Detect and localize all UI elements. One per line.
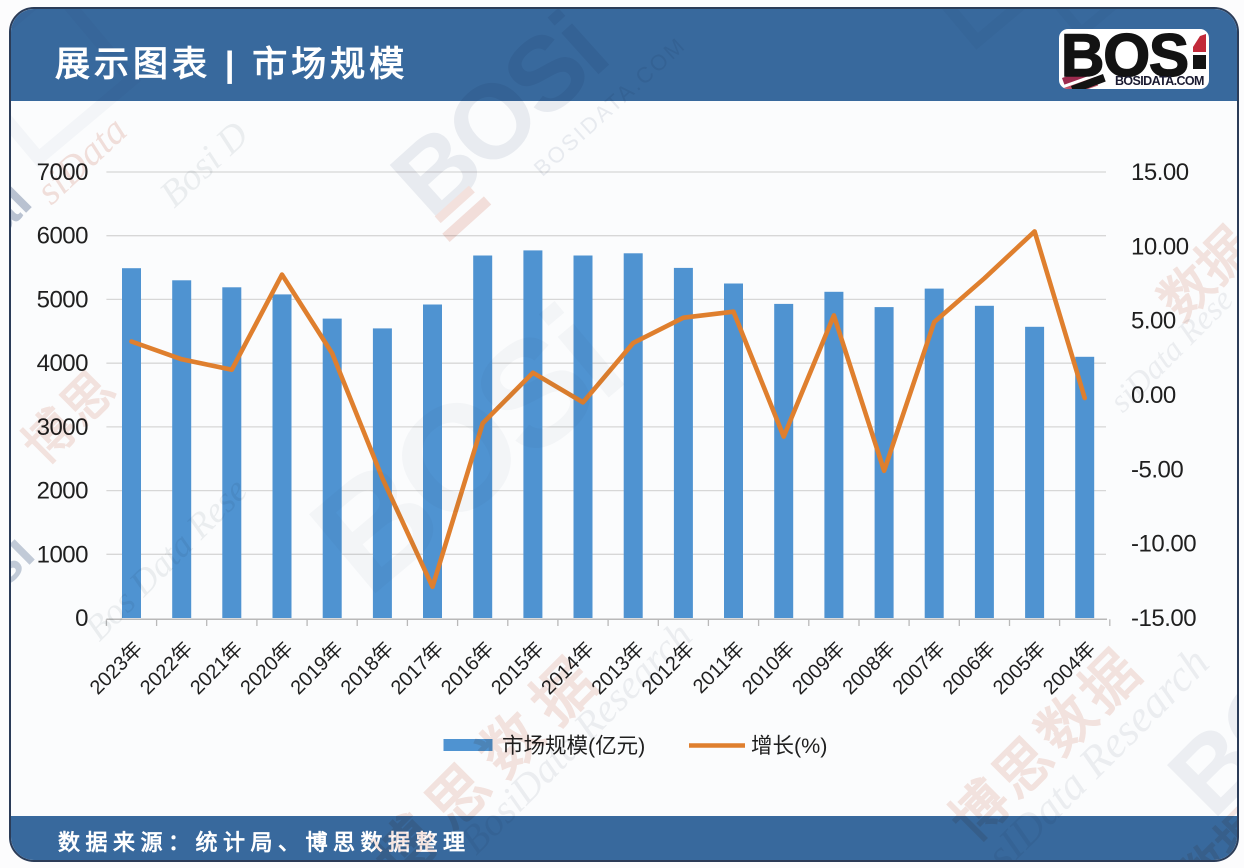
svg-text:2012年: 2012年 <box>637 637 699 699</box>
svg-text:15.00: 15.00 <box>1131 159 1189 186</box>
svg-text:2004年: 2004年 <box>1038 637 1100 699</box>
svg-text:4000: 4000 <box>37 350 89 377</box>
svg-text:10.00: 10.00 <box>1131 233 1189 260</box>
svg-text:5000: 5000 <box>37 286 89 313</box>
svg-text:2014年: 2014年 <box>537 637 599 699</box>
svg-text:0: 0 <box>75 605 88 632</box>
svg-text:2016年: 2016年 <box>436 637 498 699</box>
svg-text:2011年: 2011年 <box>688 637 749 698</box>
svg-text:2010年: 2010年 <box>737 637 799 699</box>
svg-text:市场规模(亿元): 市场规模(亿元) <box>502 734 645 758</box>
svg-text:2013年: 2013年 <box>587 637 649 699</box>
svg-text:2023年: 2023年 <box>85 637 147 699</box>
svg-text:7000: 7000 <box>37 159 89 186</box>
svg-text:2017年: 2017年 <box>386 637 448 699</box>
svg-text:BOS: BOS <box>1061 29 1188 89</box>
svg-text:2019年: 2019年 <box>286 637 348 699</box>
svg-text:2020年: 2020年 <box>236 637 298 699</box>
svg-text:BOSIDATA.COM: BOSIDATA.COM <box>1115 74 1204 88</box>
svg-text:2018年: 2018年 <box>336 637 398 699</box>
svg-text:0.00: 0.00 <box>1131 382 1176 409</box>
svg-text:2006年: 2006年 <box>938 637 1000 699</box>
svg-text:6000: 6000 <box>37 223 89 250</box>
svg-text:2000: 2000 <box>37 478 89 505</box>
svg-text:2007年: 2007年 <box>888 637 950 699</box>
svg-text:-10.00: -10.00 <box>1131 531 1196 558</box>
svg-text:-15.00: -15.00 <box>1131 605 1196 632</box>
svg-text:1000: 1000 <box>37 541 89 568</box>
svg-text:2022年: 2022年 <box>135 637 197 699</box>
svg-text:2008年: 2008年 <box>838 637 900 699</box>
svg-text:2005年: 2005年 <box>988 637 1050 699</box>
svg-text:5.00: 5.00 <box>1131 308 1176 335</box>
svg-text:2021年: 2021年 <box>185 637 247 699</box>
svg-text:增长(%): 增长(%) <box>751 734 827 758</box>
svg-text:-5.00: -5.00 <box>1131 456 1183 483</box>
svg-text:2015年: 2015年 <box>487 637 549 699</box>
svg-text:2009年: 2009年 <box>788 637 850 699</box>
svg-text:3000: 3000 <box>37 414 89 441</box>
